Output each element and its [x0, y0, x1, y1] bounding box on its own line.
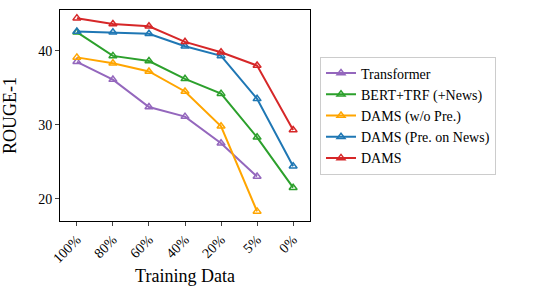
svg-text:DAMS: DAMS: [361, 151, 401, 166]
svg-text:100%: 100%: [50, 232, 84, 266]
svg-text:40: 40: [38, 44, 52, 59]
svg-text:0%: 0%: [276, 232, 300, 256]
svg-text:ROUGE-1: ROUGE-1: [0, 77, 20, 154]
svg-text:20%: 20%: [199, 232, 228, 261]
svg-text:40%: 40%: [163, 232, 192, 261]
svg-text:DAMS (Pre. on News): DAMS (Pre. on News): [361, 130, 490, 146]
svg-text:Training Data: Training Data: [135, 266, 235, 286]
svg-text:20: 20: [38, 192, 52, 207]
svg-text:5%: 5%: [240, 232, 264, 256]
svg-text:DAMS (w/o Pre.): DAMS (w/o Pre.): [361, 109, 461, 125]
svg-text:80%: 80%: [91, 232, 120, 261]
svg-text:60%: 60%: [127, 232, 156, 261]
svg-text:30: 30: [38, 118, 52, 133]
svg-text:BERT+TRF (+News): BERT+TRF (+News): [361, 88, 482, 104]
svg-text:Transformer: Transformer: [361, 67, 431, 82]
